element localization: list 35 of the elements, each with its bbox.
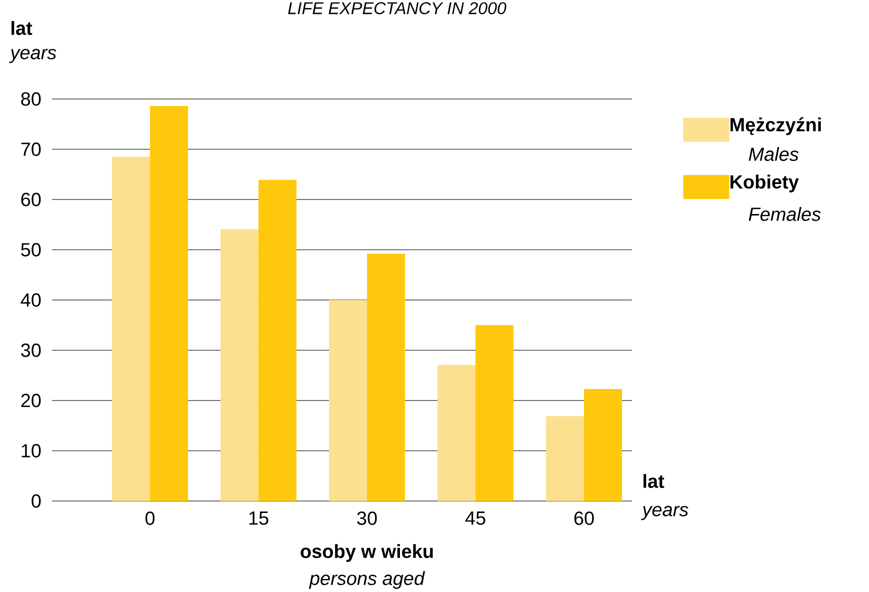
bar xyxy=(150,106,188,501)
x-tick-label: 60 xyxy=(574,512,594,525)
bar xyxy=(584,388,622,501)
bar xyxy=(112,156,150,501)
x-tick-label: 30 xyxy=(357,512,377,525)
chart-title: LIFE EXPECTANCY IN 2000 xyxy=(288,2,506,14)
y-tick-label: 70 xyxy=(21,142,41,156)
text: Females xyxy=(748,207,821,221)
bar xyxy=(546,416,584,501)
x-axis-title: osoby w wieku xyxy=(300,544,433,562)
bar xyxy=(367,254,406,501)
y-tick-label: 80 xyxy=(21,92,41,106)
text: years xyxy=(641,506,688,520)
y-tick-label: 60 xyxy=(21,192,41,206)
y-tick-label: 0 xyxy=(32,494,41,508)
y-tick-label: 30 xyxy=(21,344,41,357)
text: Males xyxy=(748,147,798,161)
bar xyxy=(220,229,259,501)
bar xyxy=(329,300,368,501)
y-tick-label: 40 xyxy=(20,293,41,307)
x-tick-label: 45 xyxy=(465,512,486,525)
legend-label: Kobiety xyxy=(730,174,799,192)
bar xyxy=(438,364,476,501)
y-tick-label: 20 xyxy=(21,394,41,408)
legend-label: Mężczyźni xyxy=(730,117,821,136)
y-tick-label: 50 xyxy=(21,243,41,256)
text: lat xyxy=(12,21,32,35)
text: years xyxy=(9,48,56,64)
y-tick-label: 10 xyxy=(22,444,41,458)
text: persons aged xyxy=(308,571,426,589)
x-tick-label: 15 xyxy=(249,512,268,525)
x-tick-label: 0 xyxy=(145,512,155,525)
bar xyxy=(258,180,297,501)
text: lat xyxy=(644,474,664,488)
bar xyxy=(476,325,514,501)
